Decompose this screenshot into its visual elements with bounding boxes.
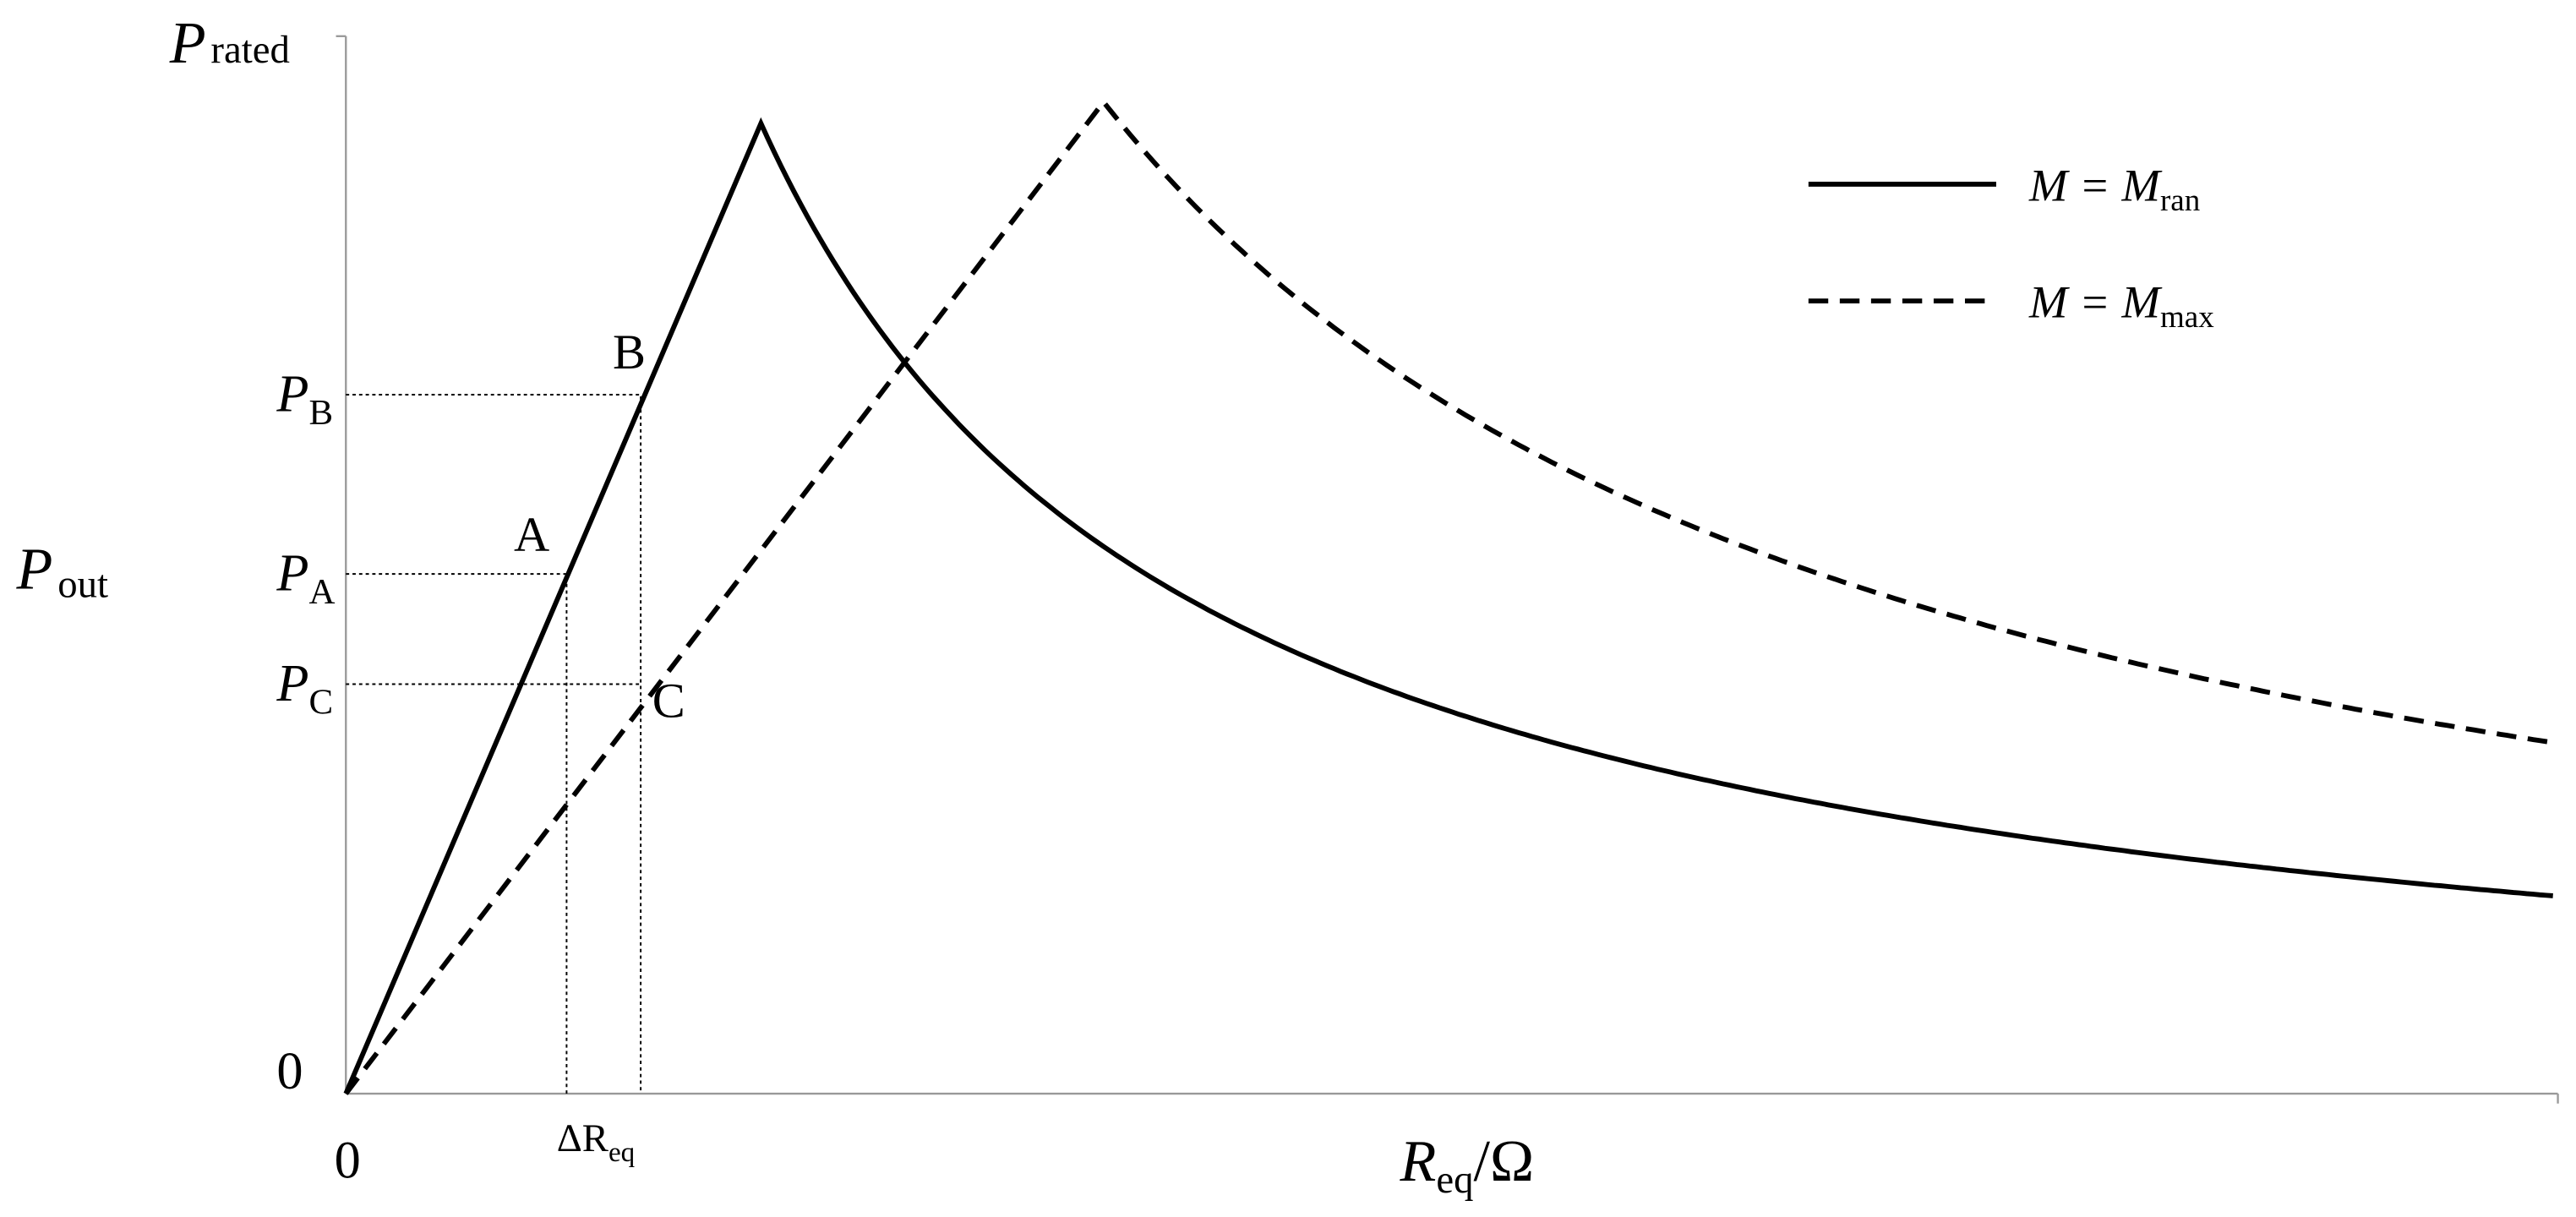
level-label: PB [276,365,333,434]
curve-m-ran [343,117,2553,1095]
delta-label: ΔReq [557,1116,636,1168]
y-origin: 0 [276,1042,303,1100]
level-label: PC [276,654,333,723]
point-label: A [514,507,549,562]
legend-label: M = Mmax [2028,276,2214,336]
curve-m-max [343,97,2554,1095]
legend-label: M = Mran [2028,159,2200,218]
x-axis-label: Req/Ω [1400,1129,1535,1202]
point-label: B [613,325,646,379]
x-origin: 0 [335,1131,361,1189]
point-label: C [652,673,685,728]
level-label: PA [276,544,335,613]
